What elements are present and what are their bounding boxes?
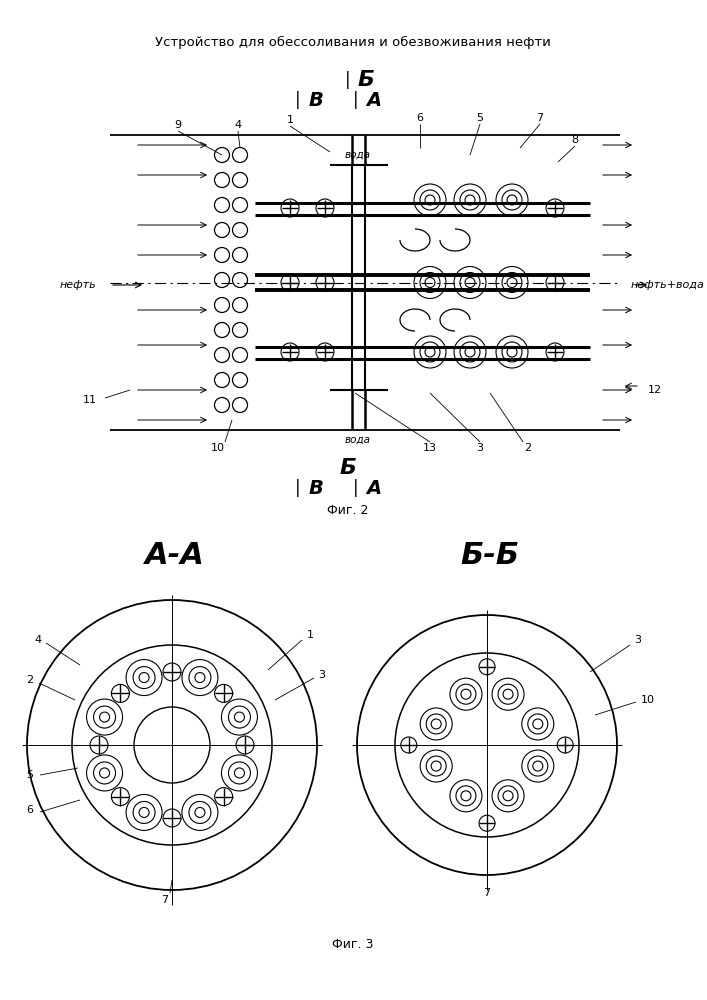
Text: |: | (354, 479, 359, 497)
Text: 7: 7 (537, 113, 544, 123)
Text: 6: 6 (26, 805, 33, 815)
Text: 2: 2 (525, 443, 532, 453)
Text: А-А: А-А (145, 540, 205, 570)
Text: 10: 10 (211, 443, 225, 453)
Text: 4: 4 (235, 120, 242, 130)
Text: 13: 13 (423, 443, 437, 453)
Text: 1: 1 (286, 115, 293, 125)
Text: В: В (308, 479, 323, 497)
Text: 2: 2 (26, 675, 33, 685)
Text: |: | (296, 479, 300, 497)
Text: |: | (345, 71, 351, 89)
Text: Б: Б (358, 70, 375, 90)
Text: Фиг. 2: Фиг. 2 (327, 504, 368, 516)
Text: нефть+вода: нефть+вода (631, 280, 705, 290)
Text: Б-Б: Б-Б (460, 540, 520, 570)
Text: 11: 11 (83, 395, 97, 405)
Text: |: | (354, 91, 359, 109)
Text: 6: 6 (416, 113, 423, 123)
Text: 5: 5 (26, 770, 33, 780)
Text: 7: 7 (161, 895, 168, 905)
Text: А: А (366, 91, 382, 109)
Text: В: В (308, 91, 323, 109)
Text: 9: 9 (175, 120, 182, 130)
Text: А: А (366, 479, 382, 497)
Text: вода: вода (345, 435, 371, 445)
Text: Б: Б (339, 458, 356, 478)
Text: 7: 7 (484, 888, 491, 898)
Text: |: | (296, 91, 300, 109)
Text: 3: 3 (477, 443, 484, 453)
Text: 12: 12 (648, 385, 662, 395)
Text: 3: 3 (318, 670, 325, 680)
Text: вода: вода (345, 150, 371, 160)
Text: Устройство для обессоливания и обезвоживания нефти: Устройство для обессоливания и обезвожив… (155, 35, 551, 49)
Text: нефть: нефть (59, 280, 96, 290)
Text: 3: 3 (634, 635, 641, 645)
Text: 1: 1 (307, 630, 313, 640)
Text: 8: 8 (571, 135, 578, 145)
Text: 4: 4 (35, 635, 42, 645)
Text: 5: 5 (477, 113, 484, 123)
Text: 10: 10 (641, 695, 655, 705)
Text: Фиг. 3: Фиг. 3 (332, 938, 374, 952)
